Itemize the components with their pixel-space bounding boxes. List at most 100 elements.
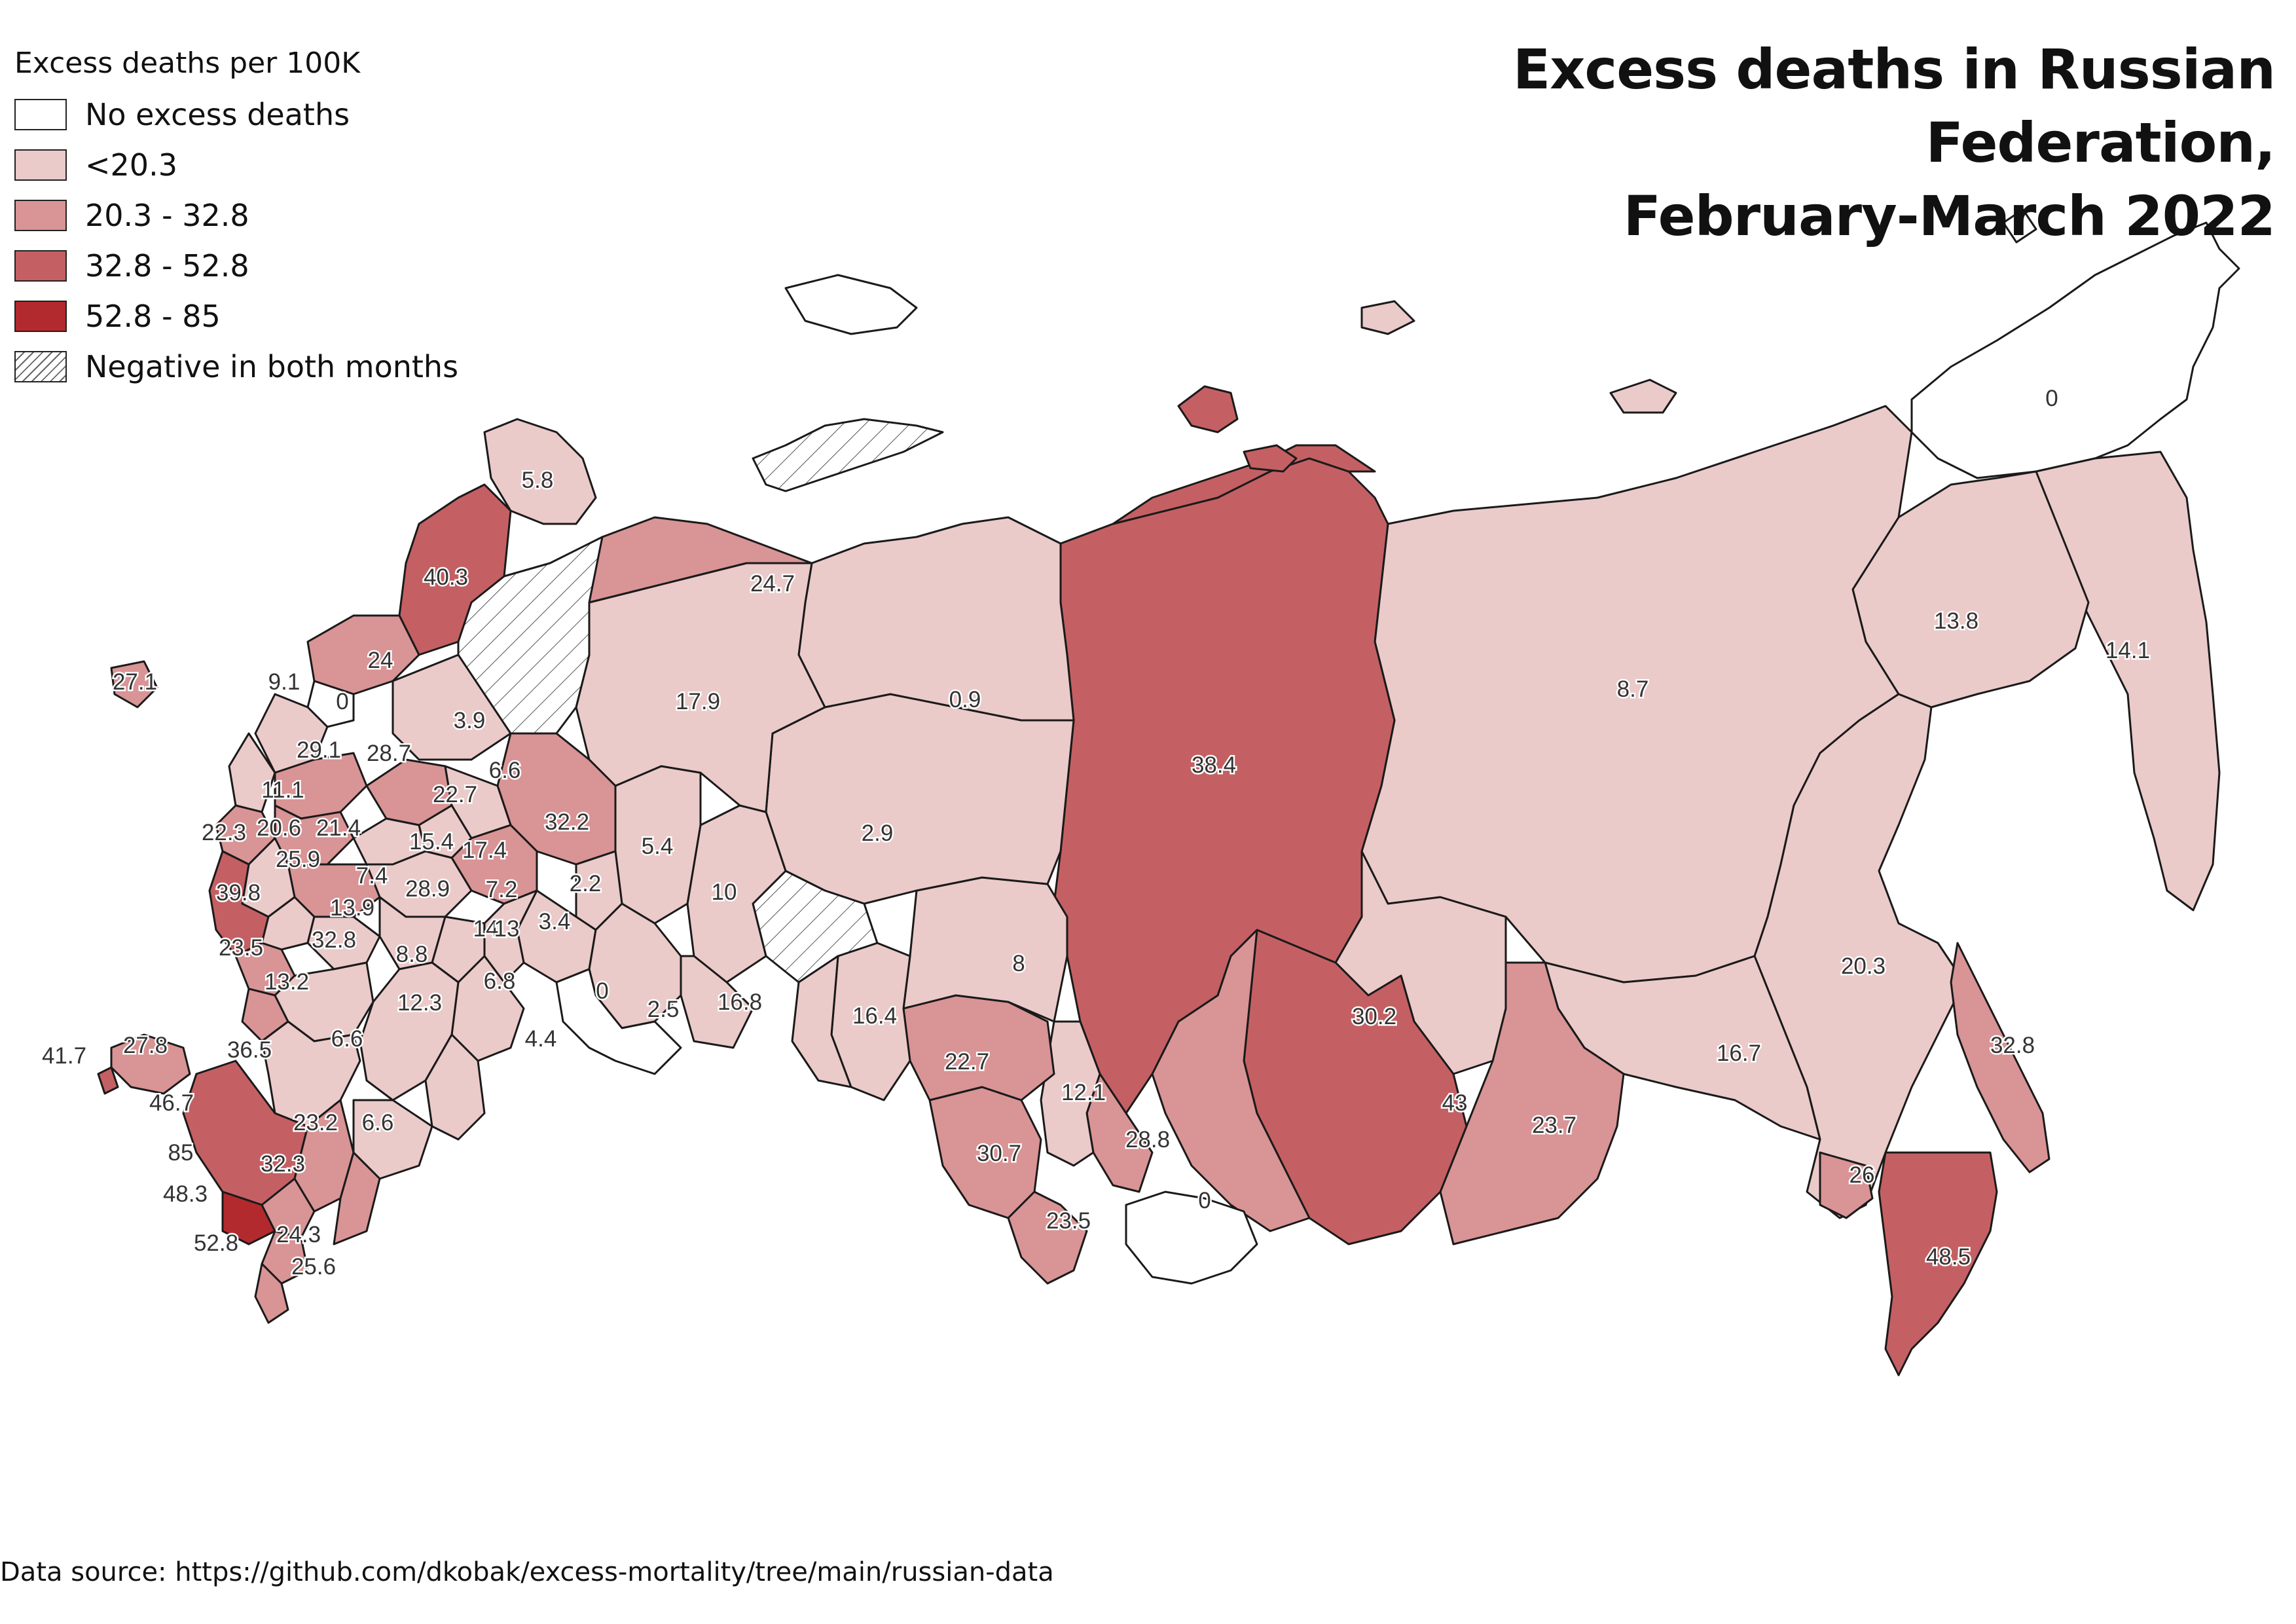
title-line-1: Excess deaths in Russian Federation, — [1512, 37, 2276, 175]
map-label: 48.5 — [1926, 1244, 1971, 1270]
map-label: 41.7 — [42, 1043, 86, 1069]
legend-swatch — [14, 149, 67, 181]
region-north-caucasus-4 — [254, 1263, 289, 1324]
map-label: 43 — [1442, 1090, 1468, 1116]
region-st-petersburg — [306, 680, 355, 728]
map-label: 6.6 — [489, 758, 521, 783]
legend-item: 52.8 - 85 — [14, 291, 458, 341]
map-label: 0.9 — [949, 687, 981, 712]
map-label: 4.4 — [525, 1026, 557, 1052]
map-label: 12.3 — [397, 990, 442, 1016]
map-label: 17.4 — [462, 838, 507, 863]
map-label: 0 — [2045, 386, 2058, 411]
region-vologda — [392, 654, 512, 761]
legend-label: No excess deaths — [85, 96, 350, 132]
map-label: 24 — [368, 648, 393, 673]
legend-item: No excess deaths — [14, 89, 458, 139]
legend-item: <20.3 — [14, 139, 458, 190]
map-label: 29.1 — [297, 737, 341, 763]
map-label: 15.4 — [409, 829, 454, 855]
region-orenburg — [555, 968, 682, 1075]
map-label: 30.7 — [977, 1141, 1021, 1166]
map-label: 23.5 — [219, 935, 263, 961]
map-label: 30.2 — [1352, 1004, 1396, 1029]
region-murmansk — [483, 418, 597, 525]
legend-label: 52.8 - 85 — [85, 298, 221, 334]
region-north-caucasus-3 — [261, 1230, 309, 1285]
map-label: 14.1 — [2105, 638, 2150, 663]
legend-swatch — [14, 300, 67, 332]
map-label: 6.6 — [331, 1026, 363, 1052]
map-label: 22.7 — [433, 782, 477, 807]
region-chelyabinsk — [680, 955, 754, 1049]
map-label: 52.8 — [194, 1230, 238, 1256]
map-label: 48.3 — [163, 1181, 208, 1207]
map-label: 16.8 — [718, 989, 762, 1015]
map-label: 5.4 — [642, 834, 674, 859]
data-source: Data source: https://github.com/dkobak/e… — [0, 1557, 1054, 1587]
region-khanty-mansi — [765, 693, 1075, 905]
region-north-caucasus-2 — [261, 1177, 316, 1239]
map-label: 85 — [168, 1140, 194, 1166]
region-kamchatka — [2035, 451, 2221, 912]
map-label: 6.8 — [484, 969, 516, 994]
map-label: 32.2 — [545, 809, 589, 835]
map-label: 28.8 — [1125, 1127, 1170, 1153]
region-altai-republic — [1007, 1190, 1088, 1285]
region-crimea — [110, 1033, 191, 1095]
region-dagestan — [333, 1151, 381, 1246]
map-label: 32.8 — [312, 927, 356, 953]
legend-swatch — [14, 199, 67, 231]
map-label: 28.7 — [367, 741, 411, 766]
map-label: 28.9 — [405, 876, 450, 902]
legend-label: <20.3 — [85, 147, 177, 183]
map-label: 3.9 — [454, 708, 486, 733]
map-label: 8.7 — [1617, 676, 1649, 702]
region-novaya-zemlya — [752, 418, 944, 492]
map-label: 3.4 — [539, 909, 571, 934]
region-primorsky — [1878, 1151, 1998, 1376]
map-label: 13.2 — [264, 969, 309, 995]
legend-item: 20.3 - 32.8 — [14, 190, 458, 240]
legend-item: 32.8 - 52.8 — [14, 240, 458, 291]
map-label: 24.3 — [276, 1222, 321, 1247]
map-label: 22.3 — [202, 820, 246, 845]
map-label: 14 — [473, 916, 499, 942]
map-label: 23.7 — [1532, 1113, 1576, 1138]
map-label: 26 — [1850, 1162, 1875, 1188]
map-label: 0 — [1198, 1188, 1211, 1213]
map-label: 27.1 — [113, 669, 157, 695]
region-franz-josef — [784, 274, 918, 335]
map-label: 5.8 — [522, 468, 554, 493]
map-label: 0 — [336, 689, 348, 714]
legend: Excess deaths per 100K No excess deaths <… — [14, 41, 458, 392]
region-severnaya-zemlya — [1177, 385, 1239, 434]
region-chukotka — [1910, 221, 2240, 479]
map-label: 46.7 — [149, 1090, 194, 1116]
map-label: 20.3 — [1841, 953, 1886, 979]
map-label: 22.7 — [945, 1049, 989, 1075]
map-label: 11.1 — [261, 777, 304, 803]
map-label: 21.4 — [316, 815, 361, 841]
map-label: 13 — [494, 916, 520, 942]
legend-swatch — [14, 98, 67, 130]
region-new-siberian — [1360, 300, 1415, 335]
map-label: 9.1 — [268, 669, 301, 695]
region-kurgan — [791, 955, 852, 1088]
map-label: 16.7 — [1717, 1041, 1761, 1066]
region-yamalo-nenets — [797, 516, 1075, 722]
map-label: 32.3 — [261, 1151, 305, 1177]
map-label: 17.9 — [676, 689, 720, 714]
map-label: 23.5 — [1046, 1208, 1091, 1234]
map-label: 12.1 — [1061, 1080, 1106, 1105]
map-label: 20.6 — [257, 815, 301, 841]
map-label: 25.6 — [291, 1254, 336, 1280]
map-label: 25.9 — [276, 847, 320, 872]
map-label: 8.8 — [396, 942, 428, 967]
legend-label: 20.3 - 32.8 — [85, 197, 249, 233]
region-karelia — [398, 483, 512, 656]
map-label: 23.2 — [293, 1110, 338, 1135]
map-label: 16.4 — [852, 1003, 897, 1029]
map-label: 2.5 — [647, 997, 680, 1022]
